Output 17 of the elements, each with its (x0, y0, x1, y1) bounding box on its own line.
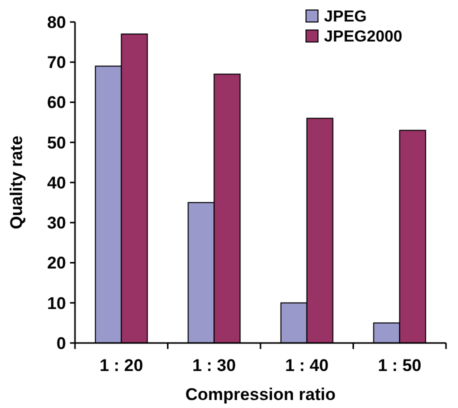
y-tick-label: 20 (47, 254, 66, 273)
y-tick-label: 0 (56, 334, 66, 353)
y-tick-label: 70 (47, 53, 66, 72)
y-tick-label: 80 (47, 12, 66, 32)
x-axis-title: Compression ratio (185, 385, 336, 404)
y-tick-label: 60 (47, 93, 66, 112)
y-tick-label: 50 (47, 133, 66, 152)
legend-label: JPEG2000 (324, 28, 402, 46)
y-tick-label: 40 (47, 173, 66, 192)
y-tick-label: 30 (47, 214, 66, 233)
x-tick-label: 1 : 50 (378, 356, 422, 375)
x-tick-label: 1 : 20 (100, 356, 144, 375)
y-axis-title: Quality rate (7, 136, 26, 230)
legend-label: JPEG (324, 8, 367, 26)
y-tick-label: 10 (47, 294, 66, 313)
x-tick-label: 1 : 40 (285, 356, 329, 375)
x-tick-label: 1 : 30 (192, 356, 236, 375)
